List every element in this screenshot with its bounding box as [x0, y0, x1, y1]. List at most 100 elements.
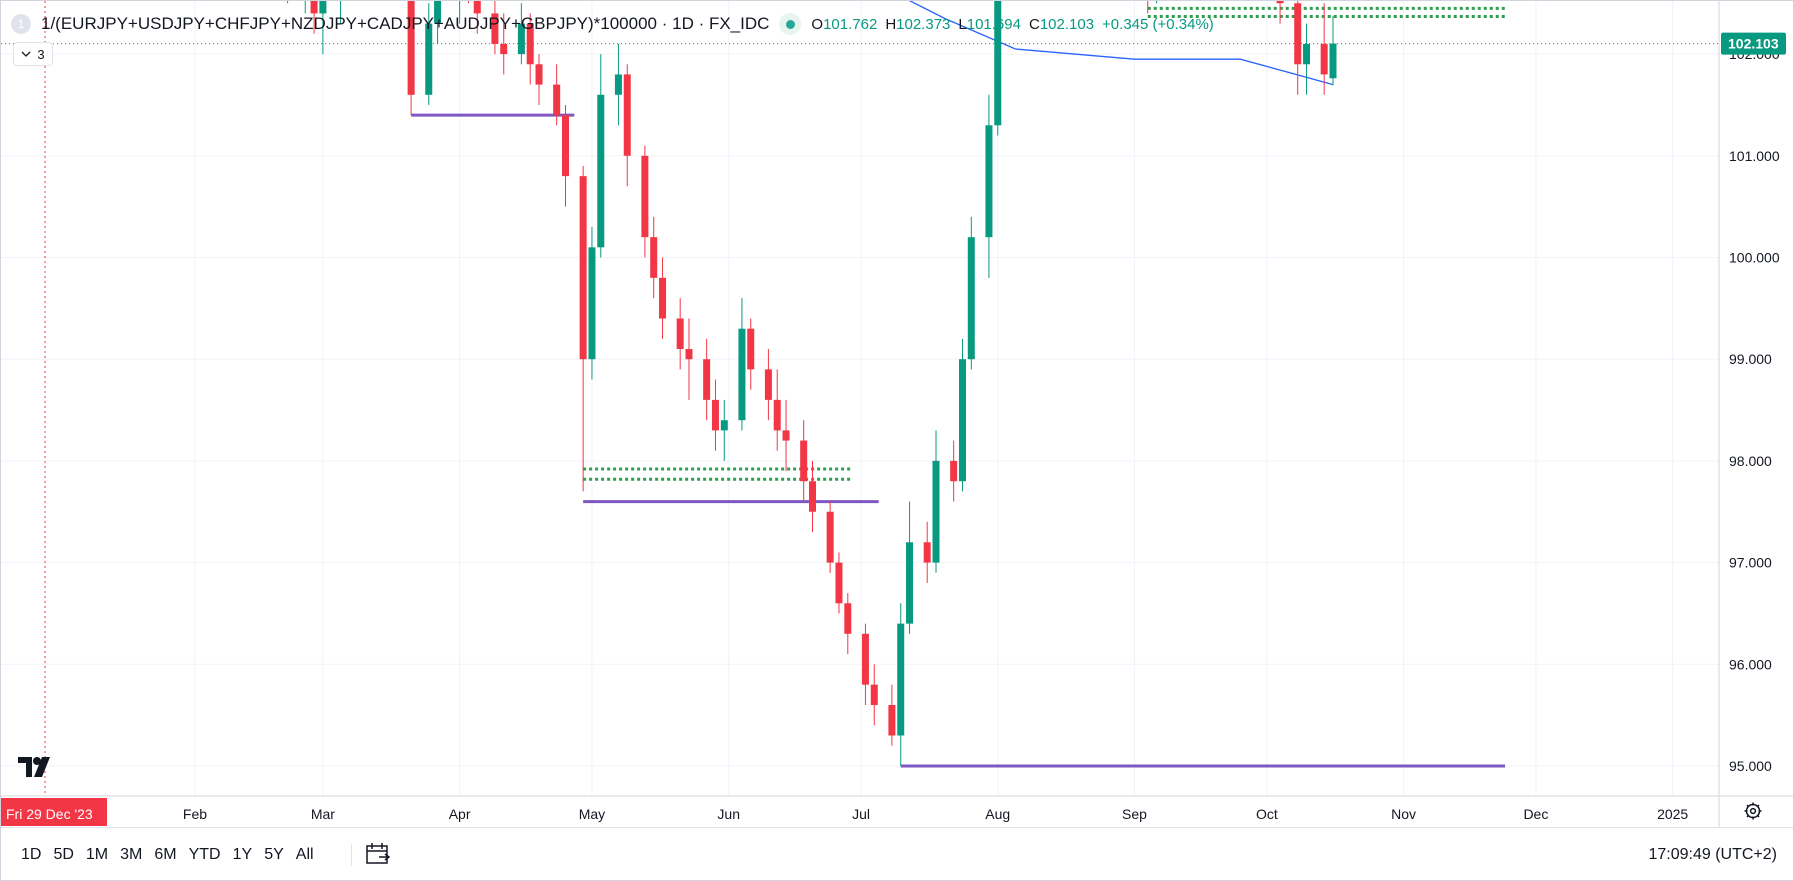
candle-body	[1294, 3, 1302, 65]
y-tick-label: 99.000	[1729, 351, 1772, 367]
y-tick-label: 96.000	[1729, 656, 1772, 672]
tradingview-logo	[18, 757, 50, 777]
candle	[809, 460, 817, 533]
logo-part	[34, 757, 50, 777]
calendar-goto-icon[interactable]	[365, 842, 391, 866]
candle	[425, 3, 433, 105]
candle-body	[579, 176, 587, 360]
candle	[994, 1, 1002, 136]
candle	[800, 420, 808, 502]
range-button-3m[interactable]: 3M	[120, 846, 143, 863]
candle	[526, 13, 534, 85]
candle-body	[491, 13, 499, 44]
candle-body	[588, 247, 596, 360]
market-status-icon[interactable]	[779, 13, 802, 35]
candle-body	[897, 623, 905, 736]
timezone-clock[interactable]: 17:09:49 (UTC+2)	[1648, 846, 1777, 863]
candle	[459, 1, 461, 24]
candle-body	[950, 460, 958, 482]
moving-average-line	[908, 1, 1334, 86]
range-button-1d[interactable]: 1D	[21, 846, 42, 863]
candle	[500, 13, 508, 75]
plot-area	[1, 1, 1719, 796]
low-value: 101.694	[966, 15, 1021, 33]
candle-body	[553, 84, 561, 116]
candle	[711, 379, 719, 451]
candle	[659, 257, 667, 339]
candle-body	[641, 155, 649, 238]
candle-body	[747, 328, 755, 370]
candle-body	[561, 115, 569, 177]
candle-body	[517, 23, 525, 55]
candle	[835, 552, 843, 614]
candle	[747, 318, 755, 390]
series-count-badge[interactable]: 1	[11, 14, 31, 34]
candle	[641, 145, 649, 258]
candle	[720, 399, 728, 461]
candle	[304, 1, 306, 14]
candle-body	[923, 542, 931, 563]
candle	[553, 64, 561, 126]
candle	[434, 1, 442, 44]
candle	[923, 521, 931, 583]
change-value: +0.345 (+0.34%)	[1102, 15, 1214, 33]
candle-body	[844, 603, 852, 634]
logo-part	[33, 757, 41, 765]
range-button-all[interactable]: All	[295, 846, 314, 863]
range-button-1y[interactable]: 1Y	[232, 846, 253, 863]
candle-body	[773, 399, 781, 431]
candle-body	[434, 1, 442, 24]
candle	[685, 318, 693, 400]
range-button-6m[interactable]: 6M	[154, 846, 177, 863]
candle	[738, 298, 746, 431]
candle-body	[826, 511, 834, 563]
candle	[950, 440, 958, 502]
x-tick-label: Oct	[1256, 806, 1278, 822]
candle-body	[500, 43, 508, 55]
range-button-5y[interactable]: 5Y	[264, 846, 284, 863]
candle-body	[958, 359, 966, 482]
price-chart[interactable]: 110.000109.000108.000107.000106.000105.0…	[1, 1, 1793, 827]
candle-body	[1276, 1, 1284, 4]
candle	[773, 369, 781, 451]
candle-body	[906, 542, 914, 624]
x-tick-label: May	[579, 806, 605, 822]
candle-body	[623, 74, 631, 156]
candle-body	[425, 23, 433, 95]
candle-body	[835, 562, 843, 604]
settings-gear-icon[interactable]	[1743, 801, 1763, 821]
indicator-count: 3	[37, 46, 45, 62]
price-label-text: 102.103	[1728, 36, 1779, 52]
candle-body	[1329, 43, 1337, 79]
candle-body	[764, 369, 772, 400]
candle	[932, 430, 940, 573]
candle-body	[650, 237, 658, 278]
candle	[340, 1, 342, 24]
range-button-ytd[interactable]: YTD	[188, 846, 221, 863]
candle-body	[985, 125, 993, 238]
range-button-5d[interactable]: 5D	[53, 846, 74, 863]
candle-body	[310, 1, 318, 14]
candle-body	[703, 359, 711, 400]
candle	[491, 1, 499, 55]
candle-body	[800, 440, 808, 482]
y-tick-label: 101.000	[1729, 148, 1780, 164]
candle	[1276, 1, 1284, 24]
candle-body	[319, 1, 327, 14]
open-value: 101.762	[823, 15, 878, 33]
range-button-1m[interactable]: 1M	[85, 846, 109, 863]
candle-body	[888, 704, 896, 736]
candle	[310, 1, 318, 34]
candle	[407, 1, 415, 116]
symbol-title[interactable]: 1/(EURJPY+USDJPY+CHFJPY+NZDJPY+CADJPY+AU…	[41, 14, 770, 33]
logo-part	[18, 757, 32, 777]
close-value: 102.103	[1039, 15, 1095, 33]
candle	[614, 43, 622, 126]
candle	[561, 104, 569, 207]
candle	[579, 165, 587, 492]
candle	[844, 593, 852, 655]
candle	[588, 226, 596, 380]
indicators-toggle[interactable]: 3	[13, 42, 53, 66]
candle	[826, 501, 834, 573]
crosshair-date-bg	[1, 798, 107, 826]
